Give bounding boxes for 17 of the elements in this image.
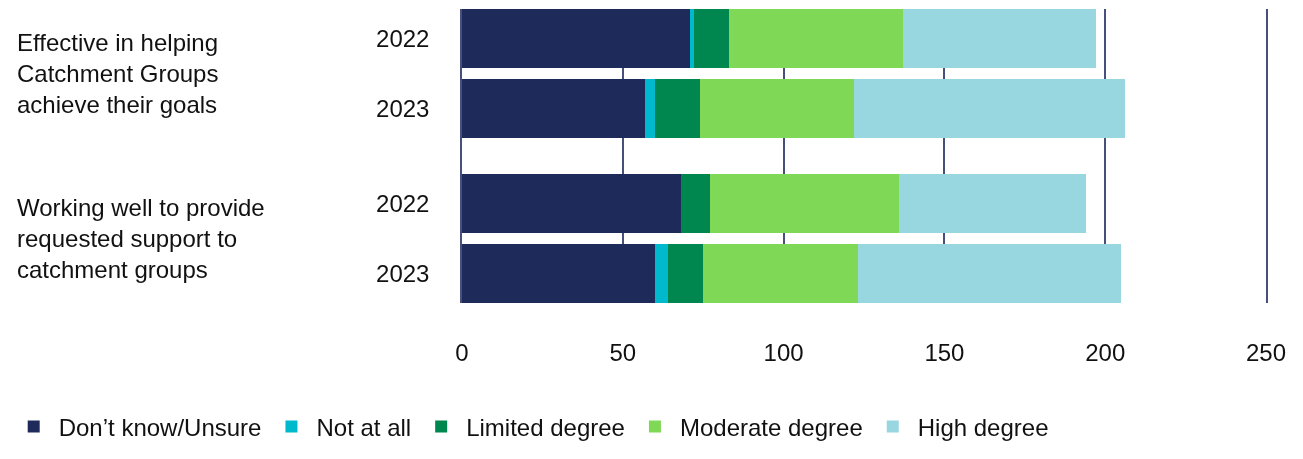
text: Working well to provide requested support to catchment groups: [17, 194, 265, 284]
x-tick-label: 100: [763, 339, 804, 366]
x-tick-label: 50: [609, 339, 637, 366]
x-tick-label: 250: [1245, 339, 1287, 366]
legend-label: Moderate degree: [679, 413, 863, 441]
x-tick-label: 0: [455, 339, 469, 366]
y-tick-label: 2022: [376, 190, 430, 218]
legend-label: Limited degree: [466, 413, 625, 441]
legend-label: High degree: [917, 413, 1049, 441]
y-tick-label: 2022: [376, 24, 430, 52]
text: Effective in helping Catchment Groups achieve their goals: [17, 29, 219, 119]
x-tick-label: 200: [1085, 339, 1126, 366]
x-tick-label: 150: [924, 339, 965, 366]
legend-label: Not at all: [316, 413, 412, 441]
y-tick-label: 2023: [376, 259, 430, 287]
legend-label: Don’t know/Unsure: [58, 413, 262, 441]
y-tick-label: 2023: [376, 94, 430, 122]
